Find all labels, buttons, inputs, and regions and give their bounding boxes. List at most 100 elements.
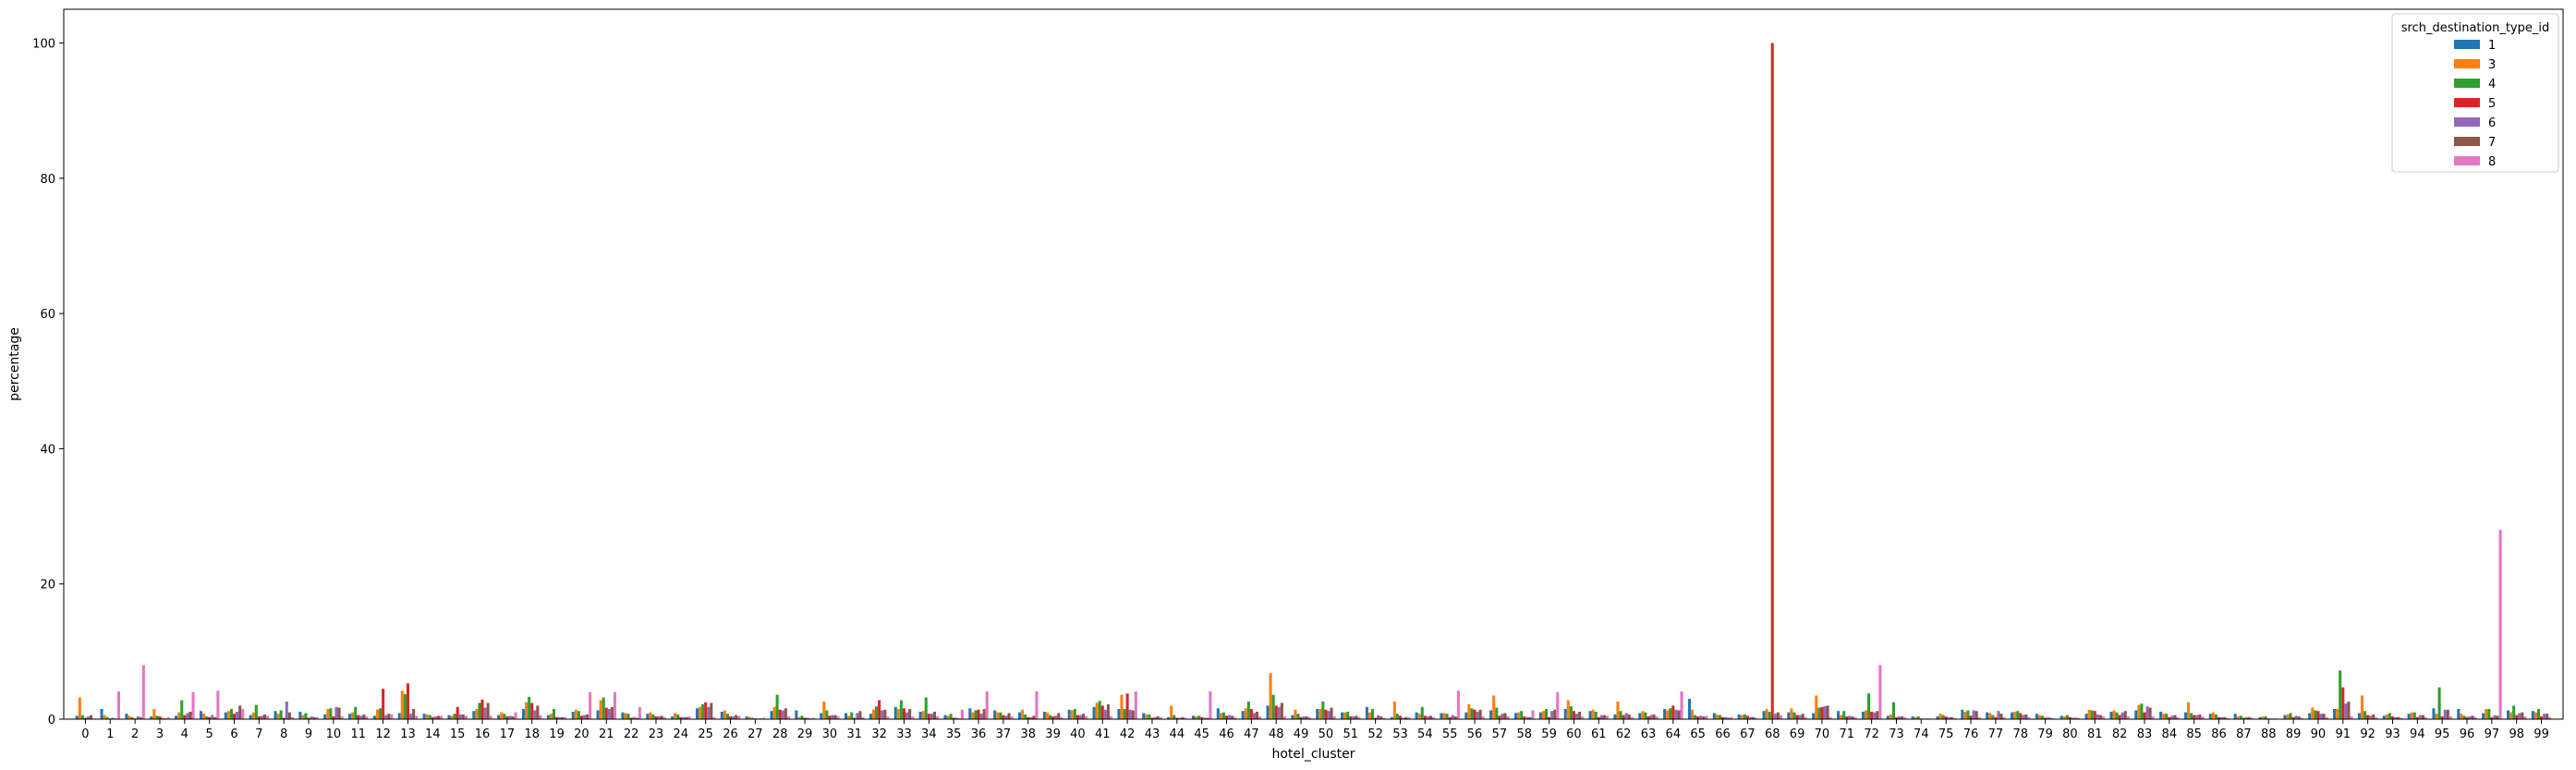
- bar: [2198, 714, 2202, 719]
- bar: [1768, 711, 1771, 719]
- bar: [2120, 712, 2124, 719]
- x-tick-label: 48: [1269, 727, 1284, 741]
- bar: [1142, 713, 1146, 719]
- bar: [2071, 717, 2075, 719]
- bar: [400, 691, 404, 719]
- bar: [671, 716, 674, 719]
- bar: [1886, 715, 1889, 719]
- bar: [1153, 716, 1157, 719]
- bar: [770, 711, 773, 719]
- bar: [1145, 714, 1148, 719]
- bar: [125, 714, 128, 719]
- bar: [2432, 708, 2436, 719]
- x-tick-label: 82: [2112, 727, 2128, 741]
- bar: [1581, 716, 1585, 719]
- bars-layer: [75, 43, 2552, 719]
- x-tick-label: 9: [305, 727, 312, 741]
- bar: [1941, 715, 1945, 719]
- bar: [2435, 714, 2438, 719]
- bar: [853, 717, 857, 719]
- bar: [1316, 709, 1319, 719]
- x-tick-label: 10: [326, 727, 342, 741]
- bar: [1035, 691, 1039, 719]
- bar: [1010, 716, 1014, 719]
- x-tick-label: 30: [822, 727, 838, 741]
- bar: [422, 714, 426, 719]
- bar: [1680, 691, 1683, 719]
- bar: [828, 715, 832, 719]
- bar: [2531, 711, 2534, 719]
- bar: [472, 711, 476, 719]
- bar: [679, 716, 683, 719]
- bar: [649, 712, 652, 719]
- x-tick-label: 13: [400, 727, 416, 741]
- bar: [1815, 695, 1818, 719]
- bar: [1357, 716, 1361, 719]
- bar: [2137, 704, 2141, 719]
- bar: [555, 716, 559, 719]
- bar: [539, 715, 542, 719]
- bar: [1517, 712, 1521, 719]
- bar: [188, 711, 192, 719]
- bar: [359, 715, 363, 719]
- bar: [2145, 706, 2149, 719]
- bar: [1969, 715, 1973, 719]
- bar: [2090, 710, 2094, 719]
- bar: [177, 712, 181, 719]
- bar: [1252, 713, 1256, 719]
- x-tick-label: 55: [1442, 727, 1458, 741]
- bar: [1523, 716, 1526, 719]
- bar: [699, 706, 702, 719]
- legend-swatch: [2454, 40, 2480, 49]
- bar: [1666, 710, 1670, 719]
- x-tick-label: 83: [2137, 727, 2153, 741]
- bar: [2040, 715, 2045, 719]
- bar: [1720, 716, 1725, 719]
- x-tick-label: 37: [996, 727, 1012, 741]
- bar: [403, 693, 407, 719]
- bar: [486, 703, 490, 719]
- bar: [2375, 716, 2378, 719]
- bar: [861, 716, 865, 719]
- bar: [2415, 716, 2419, 719]
- bar: [326, 709, 330, 719]
- bar: [2521, 712, 2524, 719]
- y-tick-label: 100: [32, 38, 55, 52]
- bar: [2347, 701, 2351, 719]
- bar: [183, 715, 187, 719]
- bar: [977, 709, 980, 719]
- bar: [2485, 709, 2488, 719]
- bar: [2195, 715, 2199, 719]
- bar: [213, 716, 217, 719]
- bar: [725, 714, 729, 719]
- bar: [1274, 705, 1278, 719]
- bar: [2325, 716, 2328, 719]
- bar: [1167, 716, 1171, 719]
- bar: [927, 714, 930, 719]
- bar: [1743, 714, 1746, 719]
- bar: [1826, 705, 1829, 719]
- bar: [954, 717, 958, 719]
- x-tick-label: 41: [1095, 727, 1111, 741]
- bar: [2170, 715, 2174, 719]
- x-tick-label: 51: [1343, 727, 1359, 741]
- x-tick-label: 47: [1244, 727, 1259, 741]
- bar: [1233, 716, 1237, 719]
- bar: [2068, 716, 2072, 719]
- bar: [1299, 716, 1303, 719]
- bar: [1209, 691, 1212, 719]
- bar: [1128, 709, 1132, 719]
- x-tick-label: 24: [674, 727, 689, 741]
- x-tick-label: 86: [2211, 727, 2227, 741]
- bar: [2065, 715, 2069, 719]
- bar: [1696, 716, 1700, 719]
- bar: [1677, 710, 1681, 719]
- legend-swatch: [2454, 137, 2480, 146]
- legend-swatch: [2454, 117, 2480, 127]
- bar: [2062, 716, 2066, 719]
- bar: [1150, 717, 1154, 719]
- x-tick-label: 50: [1318, 727, 1334, 741]
- bar: [2460, 714, 2463, 719]
- bar: [2496, 715, 2499, 719]
- bar: [428, 715, 431, 719]
